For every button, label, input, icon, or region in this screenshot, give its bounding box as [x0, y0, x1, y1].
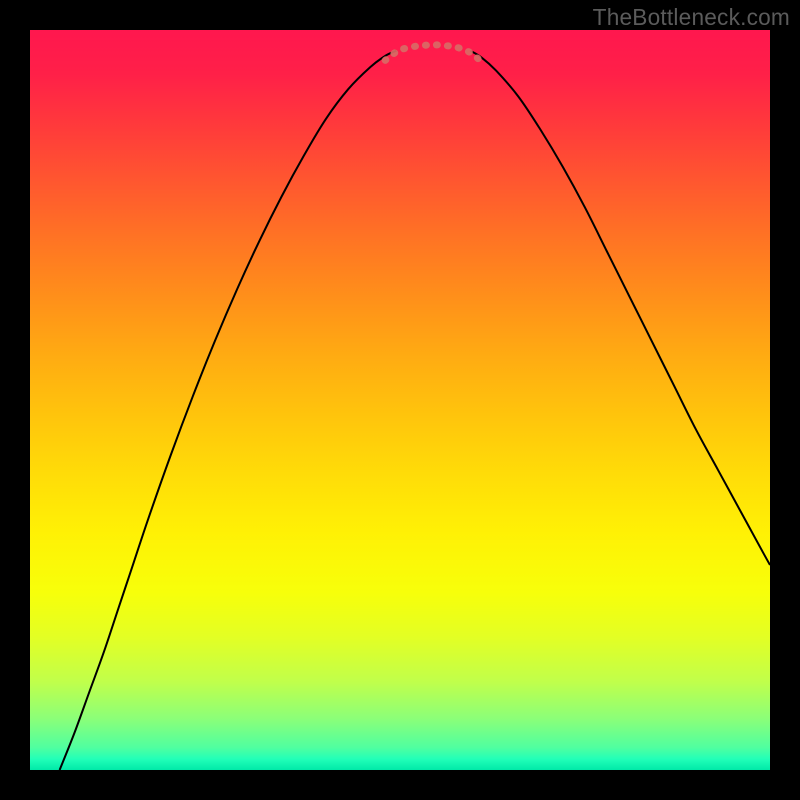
- chart-stage: TheBottleneck.com: [0, 0, 800, 800]
- watermark-text: TheBottleneck.com: [593, 4, 790, 31]
- bottleneck-chart: [0, 0, 800, 800]
- gradient-background: [30, 30, 770, 770]
